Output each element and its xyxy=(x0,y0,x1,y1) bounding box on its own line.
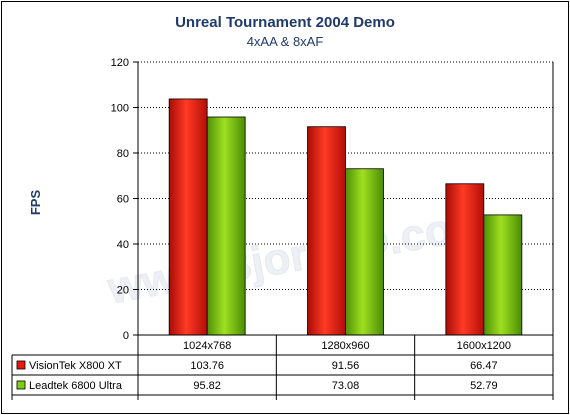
watermark: www.Bjorn3D.com xyxy=(103,198,494,314)
data-label: 103.76 xyxy=(190,360,224,372)
y-tick-label: 120 xyxy=(111,57,129,69)
legend-swatch xyxy=(16,360,26,370)
bar-1-1 xyxy=(345,168,384,336)
x-tick-label: 1024x768 xyxy=(183,340,231,352)
y-tick-label: 20 xyxy=(117,285,129,297)
bar-1-2 xyxy=(483,214,523,336)
bar-0-0 xyxy=(168,98,208,336)
y-tick-label: 0 xyxy=(123,330,129,342)
y-tick-label: 60 xyxy=(117,194,129,206)
chart-subtitle: 4xAA & 8xAF xyxy=(246,34,324,49)
bar-0-2 xyxy=(445,183,485,336)
y-tick-label: 100 xyxy=(111,103,129,115)
data-table: 1024x768 1280x960 1600x1200 VisionTek X800 … xyxy=(11,62,554,400)
x-tick-label: 1280x960 xyxy=(321,340,369,352)
data-label: 95.82 xyxy=(193,380,221,392)
chart-title: Unreal Tournament 2004 Demo xyxy=(175,14,395,31)
bar-1-0 xyxy=(206,116,246,336)
axes: 0 20 40 60 80 100 120 xyxy=(111,57,553,342)
data-label: 73.08 xyxy=(332,380,360,392)
data-label: 91.56 xyxy=(332,360,360,372)
legend-label: Leadtek 6800 Ultra xyxy=(29,380,123,392)
bars xyxy=(168,98,523,336)
y-tick-label: 40 xyxy=(117,239,129,251)
x-tick-label: 1600x1200 xyxy=(457,340,511,352)
y-tick-label: 80 xyxy=(117,148,129,160)
bar-0-1 xyxy=(307,126,346,336)
data-label: 52.79 xyxy=(470,380,498,392)
legend-label: VisionTek X800 XT xyxy=(29,360,122,372)
legend-swatch xyxy=(16,380,26,390)
data-label: 66.47 xyxy=(470,360,498,372)
